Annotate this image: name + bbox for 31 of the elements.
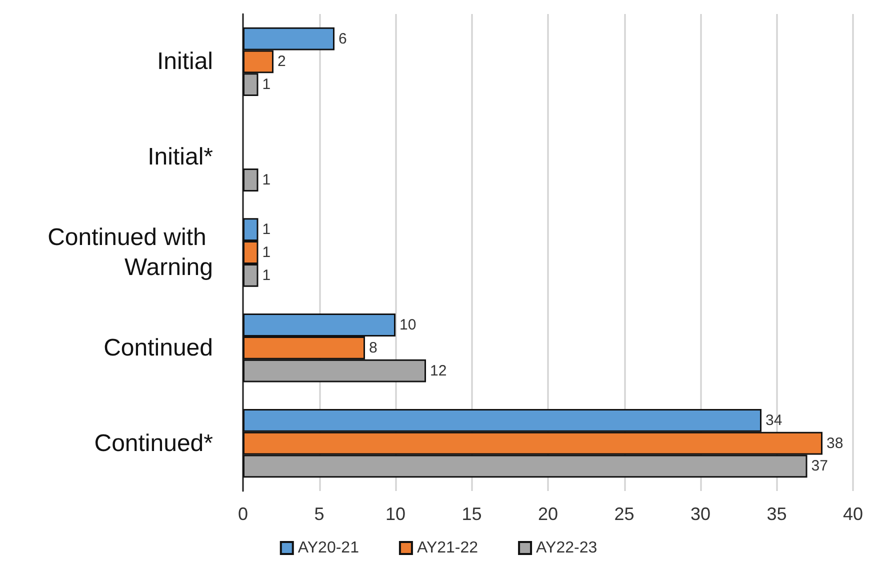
y-tick-label: Continued with Warning xyxy=(48,224,213,281)
data-label: 2 xyxy=(278,53,286,70)
x-tick-label: 35 xyxy=(766,504,787,524)
x-tick-label: 25 xyxy=(614,504,634,524)
x-tick-label: 20 xyxy=(538,504,558,524)
data-label: 34 xyxy=(766,412,782,429)
y-tick-label: Initial* xyxy=(148,144,213,171)
data-label: 1 xyxy=(262,221,271,238)
data-label: 6 xyxy=(338,30,347,48)
data-label: 10 xyxy=(400,316,416,334)
data-label: 12 xyxy=(430,362,447,380)
data-label: 1 xyxy=(262,171,271,188)
data-label: 8 xyxy=(369,339,378,356)
data-label: 38 xyxy=(826,434,844,452)
data-label: 1 xyxy=(262,76,271,94)
data-label: 37 xyxy=(811,458,828,475)
y-tick-label: Continued* xyxy=(94,430,213,457)
x-tick-label: 15 xyxy=(462,504,482,524)
data-label: 1 xyxy=(262,244,271,261)
legend-label: AY22-23 xyxy=(536,540,598,556)
x-tick-label: 30 xyxy=(690,504,711,524)
x-tick-label: 40 xyxy=(842,504,864,524)
legend-label: AY20-21 xyxy=(298,540,360,556)
x-tick-label: 10 xyxy=(385,504,406,524)
x-tick-label: 0 xyxy=(238,504,248,524)
bar xyxy=(243,168,258,192)
y-tick-label: Initial xyxy=(156,48,213,76)
data-label: 1 xyxy=(262,266,271,284)
y-tick-label: Continued xyxy=(104,334,213,362)
x-tick-label: 5 xyxy=(314,504,324,524)
legend-label: AY21-22 xyxy=(416,540,478,556)
